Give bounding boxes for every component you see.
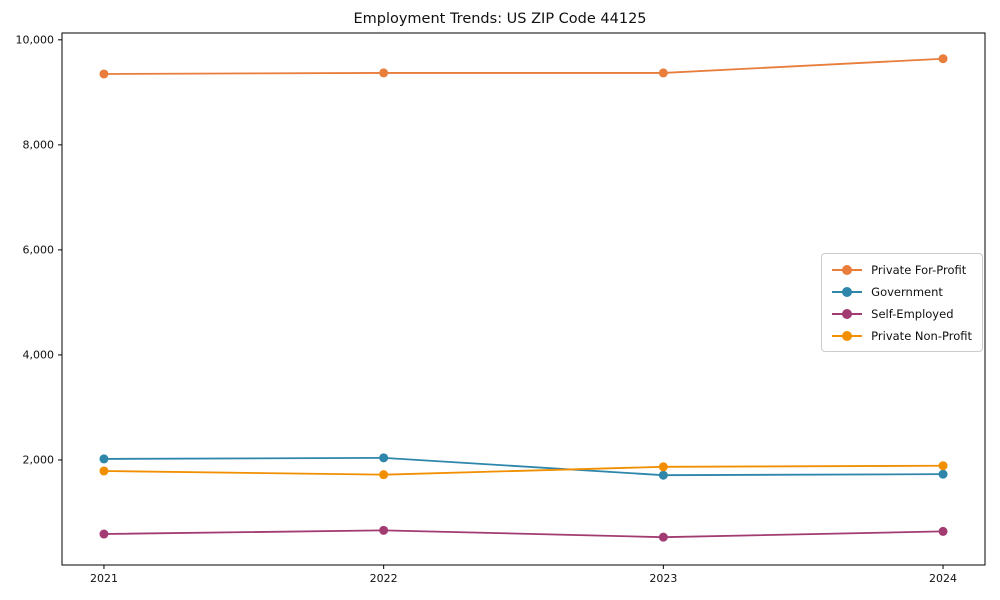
series-line: [103, 464, 944, 476]
data-point-marker: [99, 454, 109, 464]
chart-title: Employment Trends: US ZIP Code 44125: [353, 11, 647, 27]
data-point-marker: [379, 453, 389, 463]
data-point-marker: [379, 68, 389, 78]
legend-item: Private For-Profit: [832, 262, 972, 277]
data-point-marker: [658, 470, 668, 480]
y-tick-label: 10,000: [16, 33, 55, 46]
legend: Private For-Profit Government Self-Employe…: [821, 253, 983, 352]
legend-line-marker-icon: [832, 330, 863, 341]
legend-label: Government: [871, 284, 943, 299]
x-tick-label: 2022: [370, 572, 398, 585]
legend-label: Self-Employed: [871, 306, 954, 321]
data-point-marker: [379, 470, 389, 480]
legend-line-marker-icon: [832, 264, 863, 275]
data-point-marker: [379, 525, 389, 535]
y-tick-label: 4,000: [23, 348, 55, 361]
data-point-marker: [658, 68, 668, 78]
axes-spines: [61, 32, 986, 566]
data-point-marker: [938, 469, 948, 479]
data-point-marker: [99, 69, 109, 79]
data-point-marker: [938, 54, 948, 64]
legend-label: Private Non-Profit: [871, 328, 972, 343]
data-point-marker: [658, 532, 668, 542]
legend-item: Government: [832, 284, 972, 299]
legend-line-marker-icon: [832, 308, 863, 319]
series-line: [103, 456, 944, 477]
x-tick-label: 2023: [649, 572, 677, 585]
x-tick-label: 2024: [929, 572, 957, 585]
legend-label: Private For-Profit: [871, 262, 967, 277]
series-line: [103, 57, 944, 75]
legend-item: Self-Employed: [832, 306, 972, 321]
y-tick-label: 2,000: [23, 453, 55, 466]
data-point-marker: [99, 466, 109, 476]
data-point-marker: [938, 461, 948, 471]
data-point-marker: [938, 526, 948, 536]
y-tick-label: 8,000: [23, 138, 55, 151]
legend-item: Private Non-Profit: [832, 328, 972, 343]
legend-line-marker-icon: [832, 286, 863, 297]
series-line: [103, 529, 944, 539]
data-point-marker: [658, 462, 668, 472]
x-tick-label: 2021: [90, 572, 118, 585]
data-point-marker: [99, 529, 109, 539]
y-tick-label: 6,000: [23, 243, 55, 256]
